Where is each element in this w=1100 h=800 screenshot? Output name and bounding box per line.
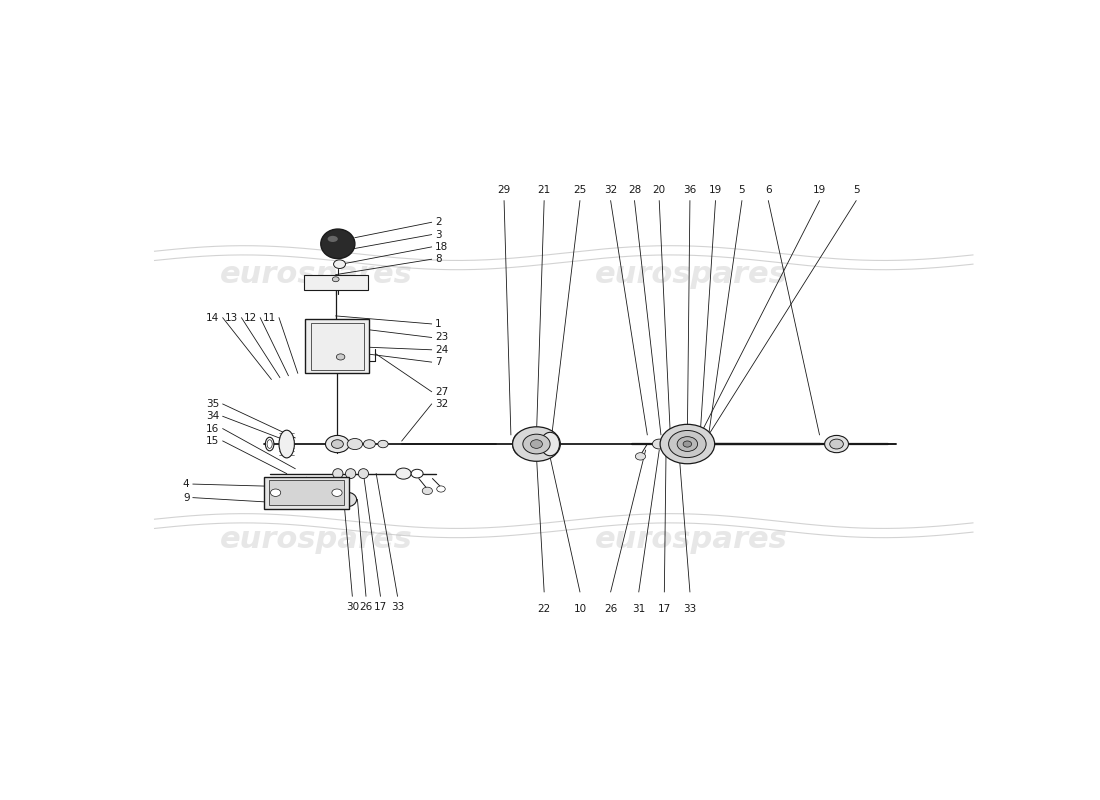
Ellipse shape (541, 432, 560, 456)
Text: 35: 35 (206, 399, 219, 409)
Text: 9: 9 (183, 493, 189, 502)
Text: 12: 12 (243, 313, 257, 322)
Text: 32: 32 (434, 399, 449, 409)
Circle shape (332, 489, 342, 496)
Text: 2: 2 (434, 218, 441, 227)
Text: 33: 33 (683, 604, 696, 614)
Text: 13: 13 (224, 313, 238, 322)
Circle shape (522, 434, 550, 454)
Text: 28: 28 (628, 185, 641, 194)
Ellipse shape (332, 469, 343, 478)
Circle shape (348, 438, 363, 450)
Ellipse shape (513, 432, 534, 456)
Ellipse shape (321, 229, 355, 258)
Text: 3: 3 (434, 230, 441, 240)
Text: 5: 5 (738, 185, 745, 194)
Circle shape (337, 354, 345, 360)
Text: eurospares: eurospares (220, 525, 412, 554)
Text: 26: 26 (604, 604, 617, 614)
Ellipse shape (345, 469, 355, 478)
Bar (310, 322, 364, 370)
Circle shape (411, 470, 424, 478)
Text: eurospares: eurospares (595, 525, 788, 554)
Ellipse shape (359, 469, 369, 478)
Text: 15: 15 (206, 436, 219, 446)
Circle shape (829, 439, 844, 449)
Text: 4: 4 (183, 479, 189, 489)
Circle shape (337, 492, 356, 507)
Text: 14: 14 (206, 313, 219, 322)
Text: 1: 1 (434, 319, 441, 329)
Circle shape (326, 435, 350, 453)
Text: 29: 29 (497, 185, 510, 194)
Circle shape (660, 424, 715, 464)
Text: 8: 8 (434, 254, 441, 264)
Text: 20: 20 (652, 185, 666, 194)
Text: eurospares: eurospares (220, 260, 412, 289)
Text: 17: 17 (374, 602, 387, 612)
Ellipse shape (279, 430, 295, 458)
Text: 36: 36 (683, 185, 696, 194)
Circle shape (683, 441, 692, 447)
Circle shape (669, 430, 706, 458)
Circle shape (825, 435, 848, 453)
Ellipse shape (328, 236, 338, 242)
Bar (306, 319, 370, 373)
Text: 23: 23 (434, 333, 449, 342)
Text: 10: 10 (573, 604, 586, 614)
Text: 18: 18 (434, 242, 449, 252)
Bar (304, 274, 367, 290)
Text: 30: 30 (345, 602, 359, 612)
Circle shape (652, 439, 667, 449)
Ellipse shape (265, 438, 274, 451)
Text: 25: 25 (573, 185, 586, 194)
Text: 6: 6 (764, 185, 772, 194)
Circle shape (363, 440, 375, 448)
Circle shape (636, 453, 646, 460)
Bar (264, 477, 349, 509)
Circle shape (422, 487, 432, 494)
Text: 26: 26 (360, 602, 373, 612)
Circle shape (530, 440, 542, 448)
Bar (268, 480, 344, 505)
Circle shape (513, 426, 560, 462)
Circle shape (271, 489, 281, 496)
Text: 33: 33 (390, 602, 404, 612)
Circle shape (437, 486, 446, 492)
Text: 5: 5 (852, 185, 859, 194)
Text: 32: 32 (604, 185, 617, 194)
Text: 22: 22 (538, 604, 551, 614)
Text: 17: 17 (658, 604, 671, 614)
Text: 11: 11 (263, 313, 276, 322)
Text: eurospares: eurospares (595, 260, 788, 289)
Circle shape (666, 440, 675, 448)
Circle shape (332, 277, 339, 282)
Text: 27: 27 (434, 386, 449, 397)
Text: 19: 19 (708, 185, 722, 194)
Text: 16: 16 (206, 424, 219, 434)
Circle shape (678, 437, 697, 451)
Text: 24: 24 (434, 345, 449, 354)
Text: 31: 31 (632, 604, 646, 614)
Text: 34: 34 (206, 411, 219, 422)
Circle shape (333, 260, 345, 269)
Text: 21: 21 (538, 185, 551, 194)
Circle shape (378, 440, 388, 448)
Circle shape (331, 440, 343, 448)
Text: 7: 7 (434, 357, 441, 367)
Circle shape (396, 468, 411, 479)
Text: 19: 19 (813, 185, 826, 194)
